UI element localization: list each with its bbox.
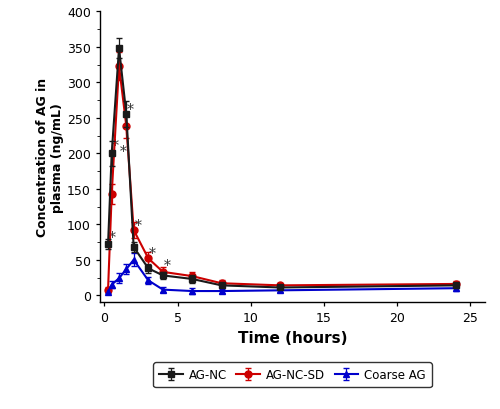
Legend: AG-NC, AG-NC-SD, Coarse AG: AG-NC, AG-NC-SD, Coarse AG (154, 362, 432, 387)
Text: *: * (164, 258, 170, 272)
Text: *: * (127, 103, 134, 117)
Text: *: * (149, 247, 156, 261)
Text: *: * (134, 218, 141, 232)
Text: *: * (120, 145, 126, 159)
Text: *: * (112, 138, 119, 153)
Y-axis label: Concentration of AG in
plasma (ng/mL): Concentration of AG in plasma (ng/mL) (36, 78, 64, 237)
Text: *: * (108, 231, 115, 245)
X-axis label: Time (hours): Time (hours) (238, 330, 347, 345)
